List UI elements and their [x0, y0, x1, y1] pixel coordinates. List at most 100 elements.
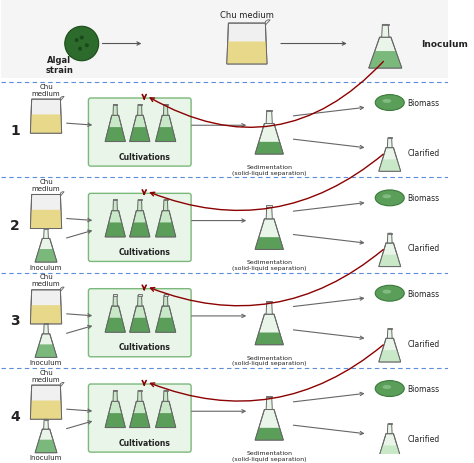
Ellipse shape — [375, 190, 404, 206]
Circle shape — [85, 44, 89, 48]
Polygon shape — [387, 329, 392, 338]
Polygon shape — [155, 211, 176, 238]
Polygon shape — [387, 138, 392, 148]
Polygon shape — [137, 295, 142, 307]
Polygon shape — [266, 111, 272, 112]
Polygon shape — [164, 105, 168, 106]
Polygon shape — [164, 200, 168, 211]
Polygon shape — [266, 206, 272, 207]
Polygon shape — [164, 105, 168, 116]
Polygon shape — [382, 25, 389, 26]
Text: Inoculum: Inoculum — [30, 454, 62, 460]
Text: Cultivations: Cultivations — [118, 152, 170, 161]
Text: Chu
medium: Chu medium — [32, 369, 60, 382]
Circle shape — [78, 48, 82, 52]
Polygon shape — [138, 200, 142, 201]
Polygon shape — [266, 207, 273, 219]
Text: Clarified: Clarified — [408, 244, 440, 253]
Polygon shape — [44, 419, 48, 429]
Ellipse shape — [383, 290, 391, 294]
Polygon shape — [35, 250, 57, 263]
Polygon shape — [44, 229, 48, 239]
Polygon shape — [130, 401, 150, 428]
Polygon shape — [30, 400, 62, 419]
Polygon shape — [138, 295, 142, 296]
Text: Cultivations: Cultivations — [118, 247, 170, 257]
Text: Chu
medium: Chu medium — [32, 83, 60, 96]
Circle shape — [74, 39, 79, 43]
Polygon shape — [44, 419, 48, 420]
Polygon shape — [255, 143, 283, 155]
Polygon shape — [379, 350, 401, 362]
Polygon shape — [105, 128, 125, 142]
Polygon shape — [35, 334, 57, 357]
Polygon shape — [164, 390, 168, 391]
Polygon shape — [35, 344, 57, 357]
Polygon shape — [388, 138, 392, 139]
Text: Sedimentation
(solid-liquid separation): Sedimentation (solid-liquid separation) — [232, 164, 307, 175]
Ellipse shape — [383, 385, 391, 389]
Polygon shape — [155, 401, 176, 428]
Text: 1: 1 — [10, 124, 20, 138]
Polygon shape — [44, 229, 48, 230]
FancyBboxPatch shape — [1, 1, 448, 78]
Polygon shape — [130, 223, 150, 238]
Polygon shape — [155, 307, 176, 332]
Polygon shape — [379, 445, 401, 457]
Text: Clarified: Clarified — [408, 149, 440, 157]
Polygon shape — [255, 124, 283, 155]
Polygon shape — [138, 105, 142, 106]
Polygon shape — [387, 234, 392, 244]
Polygon shape — [105, 307, 125, 332]
Polygon shape — [255, 238, 283, 250]
Polygon shape — [155, 223, 176, 238]
Polygon shape — [255, 410, 283, 440]
Polygon shape — [35, 440, 57, 453]
Text: 3: 3 — [10, 314, 20, 328]
Polygon shape — [60, 288, 64, 292]
Text: Chu
medium: Chu medium — [32, 179, 60, 192]
Polygon shape — [138, 390, 142, 391]
Polygon shape — [113, 200, 117, 201]
Polygon shape — [137, 200, 142, 211]
Polygon shape — [113, 295, 117, 296]
Polygon shape — [105, 401, 125, 428]
Polygon shape — [155, 318, 176, 332]
Polygon shape — [30, 290, 62, 324]
Polygon shape — [379, 434, 401, 457]
Polygon shape — [130, 307, 150, 332]
Polygon shape — [388, 233, 392, 234]
FancyBboxPatch shape — [89, 99, 191, 167]
Polygon shape — [379, 338, 401, 362]
FancyBboxPatch shape — [89, 289, 191, 357]
Polygon shape — [105, 223, 125, 238]
Polygon shape — [44, 324, 48, 334]
Polygon shape — [130, 116, 150, 142]
Polygon shape — [379, 148, 401, 172]
Polygon shape — [266, 301, 272, 302]
Polygon shape — [30, 115, 62, 134]
Polygon shape — [113, 295, 118, 307]
Polygon shape — [379, 255, 401, 267]
Text: Cultivations: Cultivations — [118, 438, 170, 447]
Polygon shape — [137, 391, 142, 401]
FancyBboxPatch shape — [89, 194, 191, 262]
Polygon shape — [164, 200, 168, 201]
Polygon shape — [113, 105, 118, 116]
Text: Biomass: Biomass — [408, 99, 440, 108]
Text: Chu
medium: Chu medium — [32, 274, 60, 287]
Polygon shape — [164, 295, 168, 307]
Text: Chu medium: Chu medium — [220, 11, 274, 19]
FancyBboxPatch shape — [89, 384, 191, 452]
Polygon shape — [155, 413, 176, 428]
Text: Biomass: Biomass — [408, 384, 440, 393]
Circle shape — [80, 36, 84, 40]
Polygon shape — [266, 302, 273, 314]
Polygon shape — [130, 318, 150, 332]
Polygon shape — [266, 397, 273, 410]
Polygon shape — [130, 211, 150, 238]
Polygon shape — [113, 105, 117, 106]
Polygon shape — [30, 195, 62, 229]
Ellipse shape — [375, 286, 404, 301]
Polygon shape — [35, 429, 57, 453]
